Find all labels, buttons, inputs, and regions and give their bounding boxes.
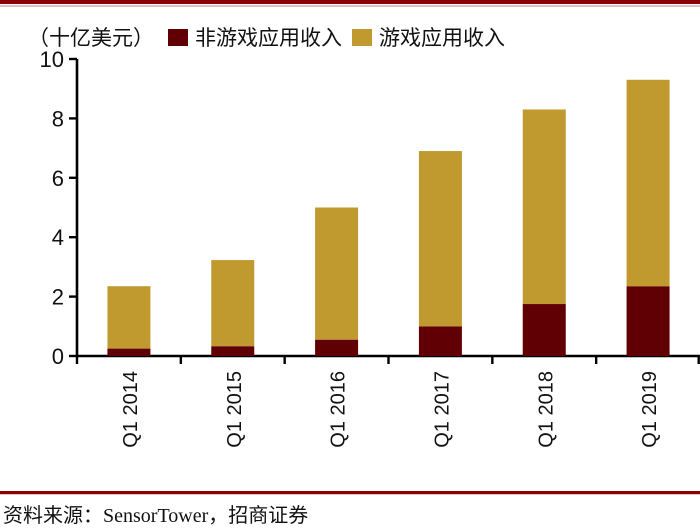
bar-segment-nongame — [211, 346, 255, 356]
bottom-divider — [0, 491, 700, 494]
bottom-divider-light — [0, 494, 700, 495]
bar-segment-nongame — [315, 339, 359, 356]
bar-segment-nongame — [107, 348, 151, 356]
y-tick-label: 0 — [52, 344, 64, 369]
y-tick-label: 8 — [52, 106, 64, 131]
legend-item-nongame: 非游戏应用收入 — [168, 22, 342, 52]
x-category-label: Q1 2016 — [328, 371, 350, 448]
bar-segment-game — [211, 260, 255, 347]
legend-item-game: 游戏应用收入 — [352, 22, 505, 52]
chart-header: （十亿美元） 非游戏应用收入 游戏应用收入 — [28, 22, 515, 52]
x-category-label: Q1 2015 — [224, 371, 246, 448]
bar-segment-nongame — [418, 326, 462, 356]
y-tick-label: 2 — [52, 285, 64, 310]
bar-segment-nongame — [522, 304, 566, 356]
legend-swatch-nongame — [168, 28, 188, 46]
bar-segment-game — [626, 79, 670, 287]
y-tick-label: 10 — [40, 50, 64, 72]
bar-segment-game — [522, 109, 566, 305]
legend-swatch-game — [352, 28, 372, 46]
y-tick-label: 4 — [52, 225, 64, 250]
chart-legend: 非游戏应用收入 游戏应用收入 — [168, 22, 515, 52]
y-axis-unit-label: （十亿美元） — [28, 26, 154, 50]
stacked-bar-chart: 0 2 4 6 8 10 Q1 2014 Q1 2015 Q1 2016 Q1 2017 Q1 20… — [40, 50, 700, 448]
top-divider — [0, 0, 700, 4]
source-note: 资料来源：SensorTower，招商证券 — [3, 505, 309, 527]
top-divider-light — [0, 5, 700, 7]
bar-segment-game — [418, 151, 462, 327]
legend-label-nongame: 非游戏应用收入 — [195, 26, 342, 50]
bar-segment-game — [107, 286, 151, 349]
bar-segment-game — [315, 207, 359, 340]
legend-label-game: 游戏应用收入 — [379, 26, 505, 50]
x-category-label: Q1 2017 — [431, 371, 453, 448]
x-category-label: Q1 2019 — [639, 371, 661, 448]
x-category-label: Q1 2014 — [120, 371, 142, 448]
y-tick-label: 6 — [52, 166, 64, 191]
bar-segment-nongame — [626, 286, 670, 356]
x-category-label: Q1 2018 — [535, 371, 557, 448]
